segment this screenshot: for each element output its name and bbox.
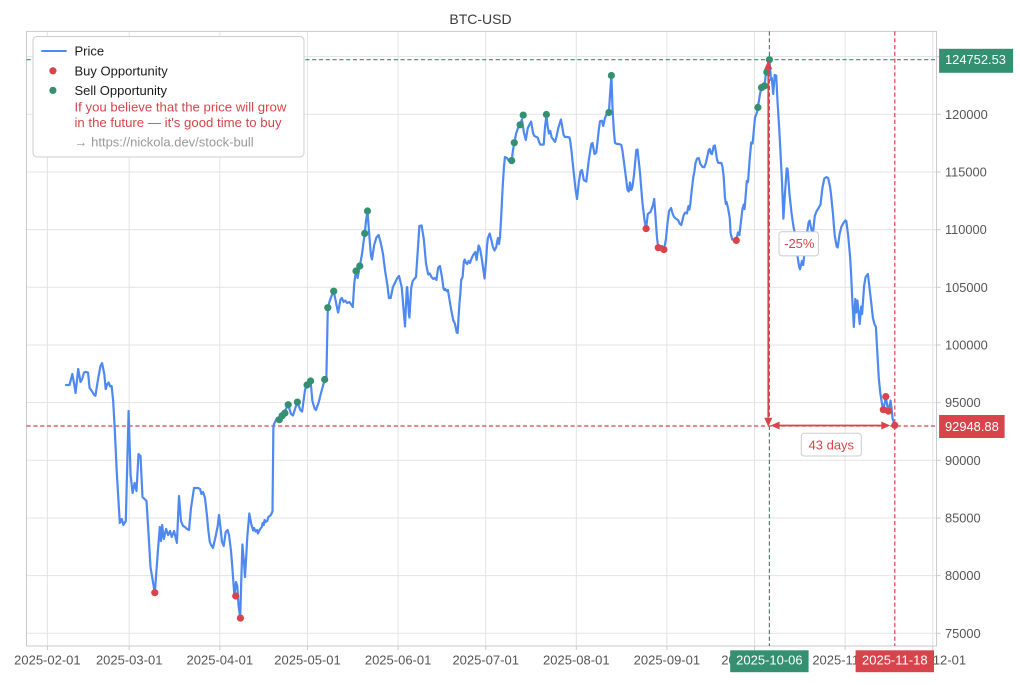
svg-text:110000: 110000 [945,222,987,237]
svg-text:in the future — it's good time: in the future — it's good time to buy [75,115,282,130]
svg-text:124752.53: 124752.53 [945,52,1006,67]
svg-text:2025-03-01: 2025-03-01 [96,652,163,667]
svg-text:-25%: -25% [784,236,815,251]
svg-text:2025-08-01: 2025-08-01 [543,652,610,667]
svg-text:105000: 105000 [945,280,988,295]
svg-text:If you believe that the price: If you believe that the price will grow [75,99,287,114]
svg-text:90000: 90000 [945,453,981,468]
svg-text:2025-07-01: 2025-07-01 [452,652,519,667]
svg-text:100000: 100000 [945,338,988,353]
svg-text:Price: Price [75,44,105,59]
svg-text:2025-09-01: 2025-09-01 [634,652,701,667]
svg-text:2025-10-06: 2025-10-06 [736,652,803,667]
svg-text:92948.88: 92948.88 [945,419,999,434]
svg-text:BTC-USD: BTC-USD [449,11,511,27]
svg-text:120000: 120000 [945,107,988,122]
svg-text:2025-02-01: 2025-02-01 [14,652,81,667]
svg-text:75000: 75000 [945,626,981,641]
svg-text:2025-05-01: 2025-05-01 [274,652,341,667]
svg-text:→ https://nickola.dev/stock-bu: → https://nickola.dev/stock-bull [75,135,254,150]
svg-text:2025-06-01: 2025-06-01 [365,652,432,667]
svg-text:2025-04-01: 2025-04-01 [187,652,254,667]
svg-text:95000: 95000 [945,395,981,410]
svg-text:Sell Opportunity: Sell Opportunity [75,83,168,98]
svg-text:85000: 85000 [945,511,981,526]
svg-text:43 days: 43 days [809,437,855,452]
svg-text:115000: 115000 [945,165,987,180]
svg-text:2025-11-18: 2025-11-18 [862,652,928,667]
svg-text:Buy Opportunity: Buy Opportunity [75,63,169,78]
svg-text:80000: 80000 [945,568,981,583]
